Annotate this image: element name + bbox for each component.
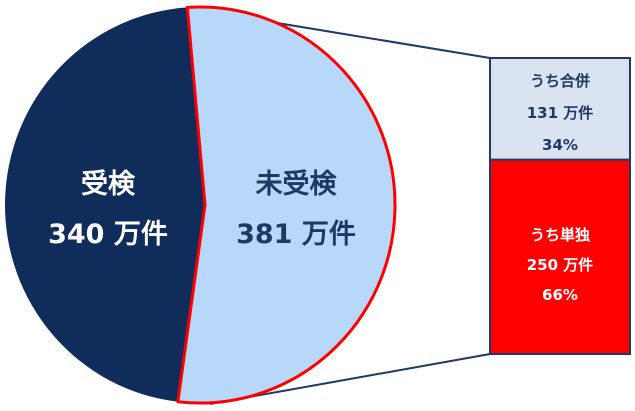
pie-slices — [5, 5, 397, 405]
bar-value-tandoku: 250 万件 — [527, 256, 594, 274]
slice-jyuken — [5, 7, 205, 402]
slice-value-jyuken: 340 万件 — [48, 219, 168, 250]
bar-percent-gappei: 34% — [542, 136, 578, 154]
bar-value-gappei: 131 万件 — [527, 104, 594, 122]
bar-percent-tandoku: 66% — [542, 286, 578, 304]
breakdown-bar — [489, 57, 631, 355]
slice-value-mijyuken: 381 万件 — [236, 219, 356, 250]
bar-label-tandoku: うち単独 — [530, 226, 590, 244]
slice-label-mijyuken: 未受検 — [256, 168, 338, 200]
slice-label-jyuken: 受検 — [81, 168, 136, 200]
bar-label-gappei: うち合併 — [530, 72, 590, 90]
bar-segment-gappei — [489, 57, 631, 161]
slice-mijyuken — [176, 5, 397, 405]
bar-segment-tandoku — [489, 158, 631, 355]
